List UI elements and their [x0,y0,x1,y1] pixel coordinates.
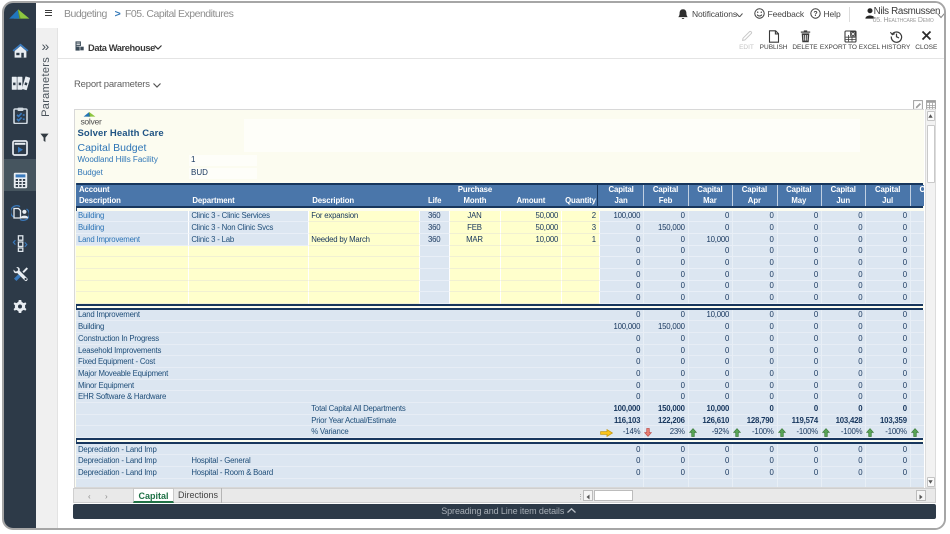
svg-text:solver: solver [80,116,102,126]
svg-text:?: ? [814,11,818,18]
